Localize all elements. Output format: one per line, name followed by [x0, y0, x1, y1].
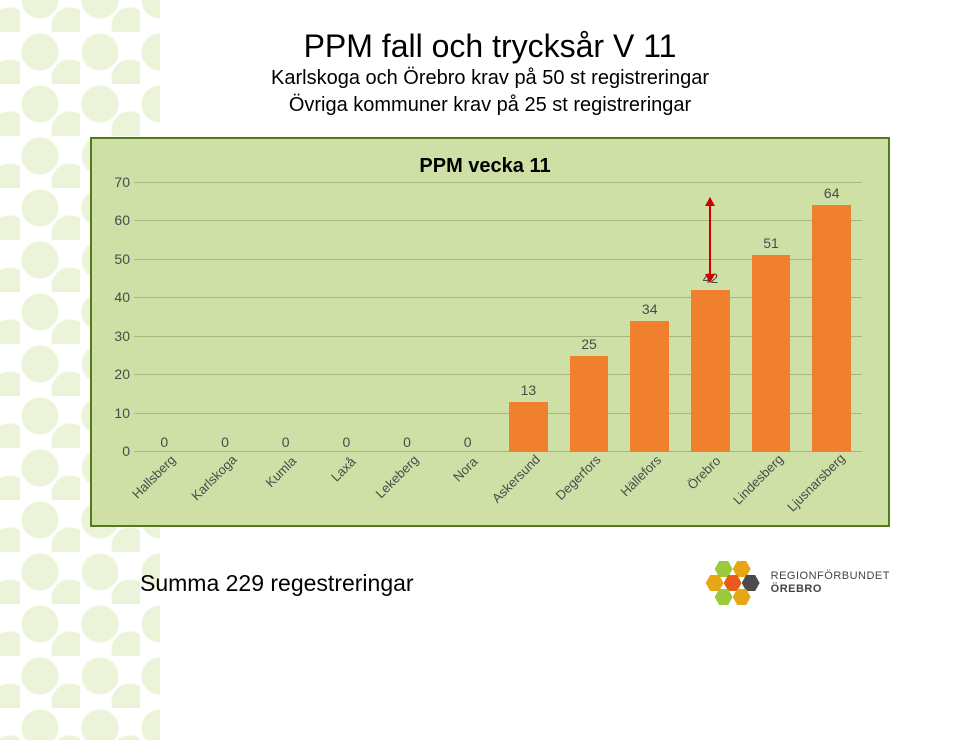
chart-value-label: 25 [581, 336, 597, 352]
chart-value-label: 0 [282, 434, 290, 450]
chart-bar: 51 [752, 255, 791, 452]
chart-plot-area: 010203040506070 000000132534425164 [134, 182, 862, 452]
chart-bar-slot: 64 [801, 182, 862, 452]
chart-value-label: 0 [221, 434, 229, 450]
chart-bars: 000000132534425164 [134, 182, 862, 452]
chart-value-label: 51 [763, 235, 779, 251]
logo-hex-cell [733, 561, 751, 577]
chart-bar-slot: 25 [559, 182, 620, 452]
chart-value-label: 0 [342, 434, 350, 450]
logo-hex-cell [715, 561, 733, 577]
chart-ytick: 0 [104, 443, 130, 459]
chart-x-label: Hällefors [619, 452, 680, 522]
slide: PPM fall och trycksår V 11 Karlskoga och… [0, 0, 960, 720]
logo-line-1: REGIONFÖRBUNDET [771, 570, 890, 583]
title-block: PPM fall och trycksår V 11 Karlskoga och… [90, 28, 890, 119]
chart-x-label: Laxå [316, 452, 377, 522]
chart-ytick: 50 [104, 251, 130, 267]
chart-card: PPM vecka 11 010203040506070 00000013253… [90, 137, 890, 527]
logo-hex-icon [705, 561, 761, 605]
slide-subtitle-1: Karlskoga och Örebro krav på 50 st regis… [90, 65, 890, 92]
chart-bar: 13 [509, 402, 548, 452]
chart-bar-slot: 13 [498, 182, 559, 452]
chart-ytick: 70 [104, 174, 130, 190]
chart-x-label: Degerfors [559, 452, 620, 522]
chart-bar: 42 [691, 290, 730, 452]
chart-x-label: Ljusnarsberg [801, 452, 862, 522]
chart-x-label: Lekeberg [377, 452, 438, 522]
logo: REGIONFÖRBUNDET ÖREBRO [705, 561, 890, 605]
chart-x-label: Kumla [255, 452, 316, 522]
chart-ytick: 10 [104, 405, 130, 421]
chart-value-label: 0 [464, 434, 472, 450]
chart-value-label: 0 [403, 434, 411, 450]
chart-ytick: 30 [104, 328, 130, 344]
logo-hex-cell [706, 575, 724, 591]
chart-ytick: 40 [104, 289, 130, 305]
chart-x-labels: HallsbergKarlskogaKumlaLaxåLekebergNoraA… [134, 452, 862, 522]
chart-bar: 64 [812, 205, 851, 452]
chart-x-label: Hallsberg [134, 452, 195, 522]
chart-bar-slot: 0 [316, 182, 377, 452]
chart-bar-slot: 0 [134, 182, 195, 452]
chart-value-label: 64 [824, 185, 840, 201]
callout-arrow-icon [709, 198, 711, 282]
logo-hex-cell [724, 575, 742, 591]
chart-bar-slot: 0 [377, 182, 438, 452]
slide-title: PPM fall och trycksår V 11 [90, 28, 890, 65]
chart-bar-slot: 0 [255, 182, 316, 452]
slide-subtitle-2: Övriga kommuner krav på 25 st registreri… [90, 92, 890, 119]
chart-value-label: 13 [521, 382, 537, 398]
chart-ytick: 60 [104, 212, 130, 228]
chart-x-label: Askersund [498, 452, 559, 522]
chart-bar: 25 [570, 356, 609, 452]
chart-value-label: 0 [160, 434, 168, 450]
chart-x-label: Örebro [680, 452, 741, 522]
logo-hex-cell [742, 575, 760, 591]
chart-bar-slot: 0 [437, 182, 498, 452]
chart-bar: 34 [630, 321, 669, 452]
footer-row: Summa 229 regestreringar REGIONFÖRBUNDET… [90, 561, 890, 605]
logo-hex-cell [733, 589, 751, 605]
chart-bar-slot: 0 [195, 182, 256, 452]
chart-title: PPM vecka 11 [100, 155, 870, 178]
logo-line-2: ÖREBRO [771, 583, 890, 596]
summary-text: Summa 229 regestreringar [140, 570, 414, 597]
chart-bar-slot: 51 [741, 182, 802, 452]
chart-ytick: 20 [104, 366, 130, 382]
chart-x-label: Nora [437, 452, 498, 522]
chart-bar-slot: 34 [619, 182, 680, 452]
chart-value-label: 34 [642, 301, 658, 317]
chart-x-label: Karlskoga [195, 452, 256, 522]
logo-text: REGIONFÖRBUNDET ÖREBRO [771, 570, 890, 595]
logo-hex-cell [715, 589, 733, 605]
